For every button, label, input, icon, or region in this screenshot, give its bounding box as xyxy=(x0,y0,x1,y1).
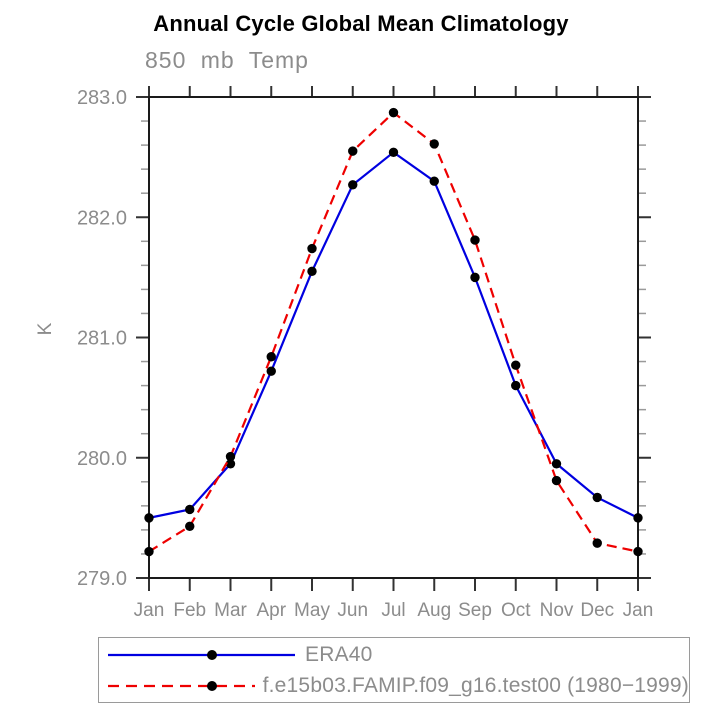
y-tick-label: 283.0 xyxy=(77,87,127,109)
data-point xyxy=(511,360,521,370)
data-point xyxy=(429,139,439,149)
data-point xyxy=(144,546,154,557)
data-point xyxy=(348,180,358,190)
chart-title: Annual Cycle Global Mean Climatology xyxy=(153,11,569,36)
data-point xyxy=(470,235,480,245)
series-line-1 xyxy=(148,111,639,553)
legend-label-era40: ERA40 xyxy=(305,642,373,666)
x-tick-label: Nov xyxy=(540,600,574,621)
x-tick-label: May xyxy=(294,600,330,621)
x-tick-label: Dec xyxy=(580,600,614,621)
data-point xyxy=(388,147,399,158)
data-point xyxy=(307,243,317,254)
legend-label-famip: f.e15b03.FAMIP.f09_g16.test00 (1980−1999… xyxy=(262,673,689,697)
x-tick-label: Sep xyxy=(458,600,492,621)
x-tick-label: Jan xyxy=(134,600,165,621)
legend-line-solid-icon xyxy=(108,649,295,660)
y-tick-label: 282.0 xyxy=(77,207,127,229)
y-tick-label: 280.0 xyxy=(77,448,127,470)
x-tick-label: Feb xyxy=(173,600,206,621)
data-point xyxy=(633,546,643,557)
data-point xyxy=(592,492,602,503)
legend-item-era40: ERA40 xyxy=(107,641,689,669)
data-point xyxy=(307,266,317,277)
legend-marker-dot xyxy=(207,680,217,691)
data-point xyxy=(348,146,358,156)
legend-item-famip: f.e15b03.FAMIP.f09_g16.test00 (1980−1999… xyxy=(107,672,689,700)
data-point xyxy=(511,380,521,391)
x-tick-label: Oct xyxy=(501,600,531,621)
data-point xyxy=(225,459,236,469)
data-point xyxy=(429,176,439,186)
data-point xyxy=(225,451,236,462)
data-point xyxy=(185,521,195,531)
data-point xyxy=(266,352,276,362)
data-point xyxy=(633,513,643,523)
x-tick-label: Mar xyxy=(214,600,247,621)
y-tick-label: 279.0 xyxy=(77,568,127,590)
series-line-0 xyxy=(148,150,639,519)
x-tick-label: Aug xyxy=(417,600,451,621)
x-tick-label: Jul xyxy=(381,600,405,621)
data-point xyxy=(185,504,195,515)
data-point xyxy=(551,475,562,486)
data-point xyxy=(144,513,154,523)
plot-frame xyxy=(148,96,639,579)
data-point xyxy=(266,366,276,376)
x-tick-label: Jun xyxy=(337,600,368,621)
chart-subtitle: 850 mb Temp xyxy=(145,47,309,73)
data-point xyxy=(551,459,562,469)
data-point xyxy=(592,538,602,548)
data-point xyxy=(388,107,399,118)
legend-box: ERA40 f.e15b03.FAMIP.f09_g16.test00 (198… xyxy=(98,637,690,703)
legend-marker-dot xyxy=(207,649,217,660)
y-tick-label: 281.0 xyxy=(77,328,127,350)
x-tick-label: Apr xyxy=(256,600,286,621)
data-point xyxy=(470,272,480,283)
x-tick-label: Jan xyxy=(623,600,654,621)
legend-line-dashed-icon xyxy=(108,680,255,691)
